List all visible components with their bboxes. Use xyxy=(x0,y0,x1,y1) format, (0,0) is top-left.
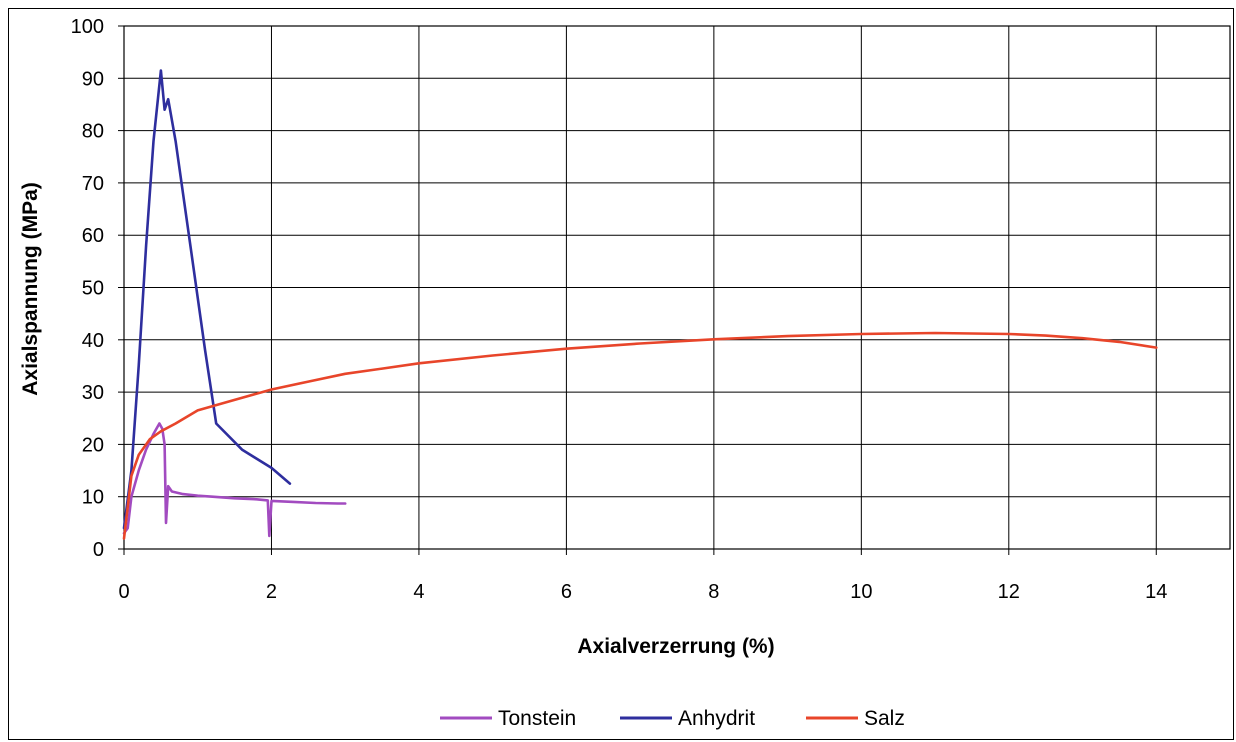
series-lines xyxy=(122,69,1158,540)
x-tick-label: 2 xyxy=(266,581,277,603)
x-tick-label: 12 xyxy=(998,581,1020,603)
y-tick-label: 10 xyxy=(82,487,104,509)
x-axis-ticks: 0 2 4 6 8 10 12 14 xyxy=(118,549,1167,603)
y-tick-label: 100 xyxy=(71,16,104,38)
y-tick-label: 70 xyxy=(82,173,104,195)
y-tick-label: 30 xyxy=(82,382,104,404)
y-axis-ticks: 0 10 20 30 40 50 60 70 80 90 100 xyxy=(71,16,124,561)
y-tick-label: 20 xyxy=(82,434,104,456)
x-tick-label: 14 xyxy=(1145,581,1167,603)
x-tick-label: 10 xyxy=(850,581,872,603)
legend-label: Anhydrit xyxy=(678,707,755,730)
series-line-salz xyxy=(122,331,1158,540)
y-tick-label: 80 xyxy=(82,121,104,143)
grid xyxy=(123,25,1230,550)
legend: Tonstein Anhydrit Salz xyxy=(440,707,905,730)
chart-frame xyxy=(8,8,1234,740)
legend-item-salz: Salz xyxy=(806,707,905,730)
series-line-tonstein xyxy=(122,422,347,538)
legend-item-tonstein: Tonstein xyxy=(440,707,576,730)
x-tick-label: 8 xyxy=(708,581,719,603)
x-tick-label: 6 xyxy=(561,581,572,603)
y-tick-label: 40 xyxy=(82,330,104,352)
x-axis-title: Axialverzerrung (%) xyxy=(577,635,774,658)
y-tick-label: 0 xyxy=(93,539,104,561)
y-axis-title: Axialspannung (MPa) xyxy=(19,182,42,396)
legend-item-anhydrit: Anhydrit xyxy=(620,707,755,730)
y-tick-label: 90 xyxy=(82,68,104,90)
series-line-anhydrit xyxy=(122,69,292,530)
y-tick-label: 60 xyxy=(82,225,104,247)
legend-label: Tonstein xyxy=(498,707,576,730)
y-tick-label: 50 xyxy=(82,278,104,300)
legend-label: Salz xyxy=(864,707,905,730)
x-tick-label: 0 xyxy=(118,581,129,603)
x-tick-label: 4 xyxy=(413,581,424,603)
